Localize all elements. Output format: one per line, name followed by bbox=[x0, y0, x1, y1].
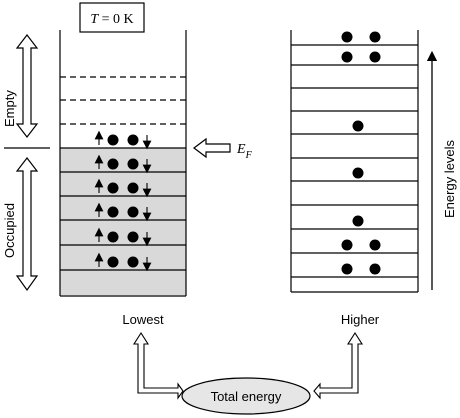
electron bbox=[107, 256, 119, 268]
fermi-block-arrow-icon bbox=[193, 137, 231, 159]
electron bbox=[107, 231, 119, 243]
total-energy-ellipse bbox=[181, 377, 311, 415]
electron bbox=[352, 215, 364, 227]
electron bbox=[341, 31, 353, 43]
electron bbox=[352, 167, 364, 179]
right-potential-well bbox=[290, 30, 419, 293]
total-energy-label: Total energy bbox=[211, 389, 282, 404]
electron bbox=[369, 51, 381, 63]
electron bbox=[352, 120, 364, 132]
higher-elbow-arrow-icon bbox=[313, 331, 364, 400]
electron bbox=[369, 239, 381, 251]
electron bbox=[369, 263, 381, 275]
lowest-label: Lowest bbox=[122, 312, 164, 327]
electron bbox=[107, 206, 119, 218]
fermi-energy-label: EF bbox=[236, 142, 253, 161]
occupied-label: Occupied bbox=[2, 203, 17, 258]
occupied-double-arrow-icon bbox=[15, 157, 39, 292]
lowest-elbow-arrow-icon bbox=[132, 331, 184, 400]
energy-levels-label: Energy levels bbox=[442, 139, 457, 218]
occupied-region bbox=[60, 148, 186, 295]
electron bbox=[341, 239, 353, 251]
left-potential-well bbox=[59, 30, 187, 297]
empty-label: Empty bbox=[2, 90, 17, 127]
electron bbox=[127, 158, 139, 170]
electron bbox=[341, 51, 353, 63]
electron bbox=[127, 134, 139, 146]
higher-label: Higher bbox=[341, 312, 380, 327]
temperature-label: T = 0 K bbox=[90, 12, 133, 27]
electron bbox=[341, 263, 353, 275]
electron bbox=[369, 31, 381, 43]
electron bbox=[107, 134, 119, 146]
empty-double-arrow-icon bbox=[15, 34, 39, 138]
electron bbox=[107, 182, 119, 194]
electron bbox=[127, 206, 139, 218]
electron bbox=[127, 182, 139, 194]
electron bbox=[127, 231, 139, 243]
electron bbox=[127, 256, 139, 268]
temperature-box: T = 0 K bbox=[79, 2, 145, 33]
electron bbox=[107, 158, 119, 170]
